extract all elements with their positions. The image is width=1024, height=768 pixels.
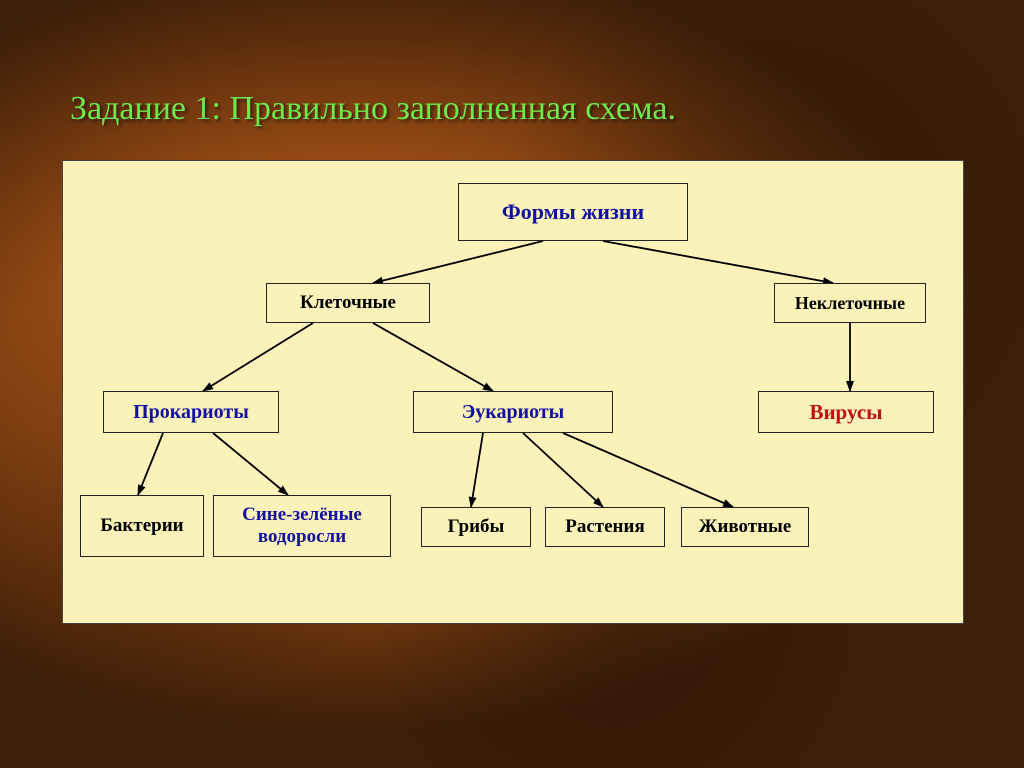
- slide-background: Задание 1: Правильно заполненная схема. …: [0, 0, 1024, 768]
- edge-cellular-euk: [373, 323, 493, 391]
- edge-euk-animal: [563, 433, 733, 507]
- edge-euk-plant: [523, 433, 603, 507]
- node-noncell: Неклеточные: [774, 283, 926, 323]
- edge-euk-fungi: [471, 433, 483, 507]
- node-cellular: Клеточные: [266, 283, 430, 323]
- diagram-panel: Формы жизни Клеточные Неклеточные Прокариот…: [62, 160, 964, 624]
- edge-root-noncell: [603, 241, 833, 283]
- node-bact: Бактерии: [80, 495, 204, 557]
- node-bluegreen: Сине-зелёные водоросли: [213, 495, 391, 557]
- edge-prok-bluegreen: [213, 433, 288, 495]
- node-root: Формы жизни: [458, 183, 688, 241]
- node-virus: Вирусы: [758, 391, 934, 433]
- node-animal: Животные: [681, 507, 809, 547]
- node-fungi: Грибы: [421, 507, 531, 547]
- node-euk: Эукариоты: [413, 391, 613, 433]
- slide-title: Задание 1: Правильно заполненная схема.: [70, 90, 676, 128]
- node-plant: Растения: [545, 507, 665, 547]
- edge-root-cellular: [373, 241, 543, 283]
- node-prok: Прокариоты: [103, 391, 279, 433]
- edge-prok-bact: [138, 433, 163, 495]
- edge-cellular-prok: [203, 323, 313, 391]
